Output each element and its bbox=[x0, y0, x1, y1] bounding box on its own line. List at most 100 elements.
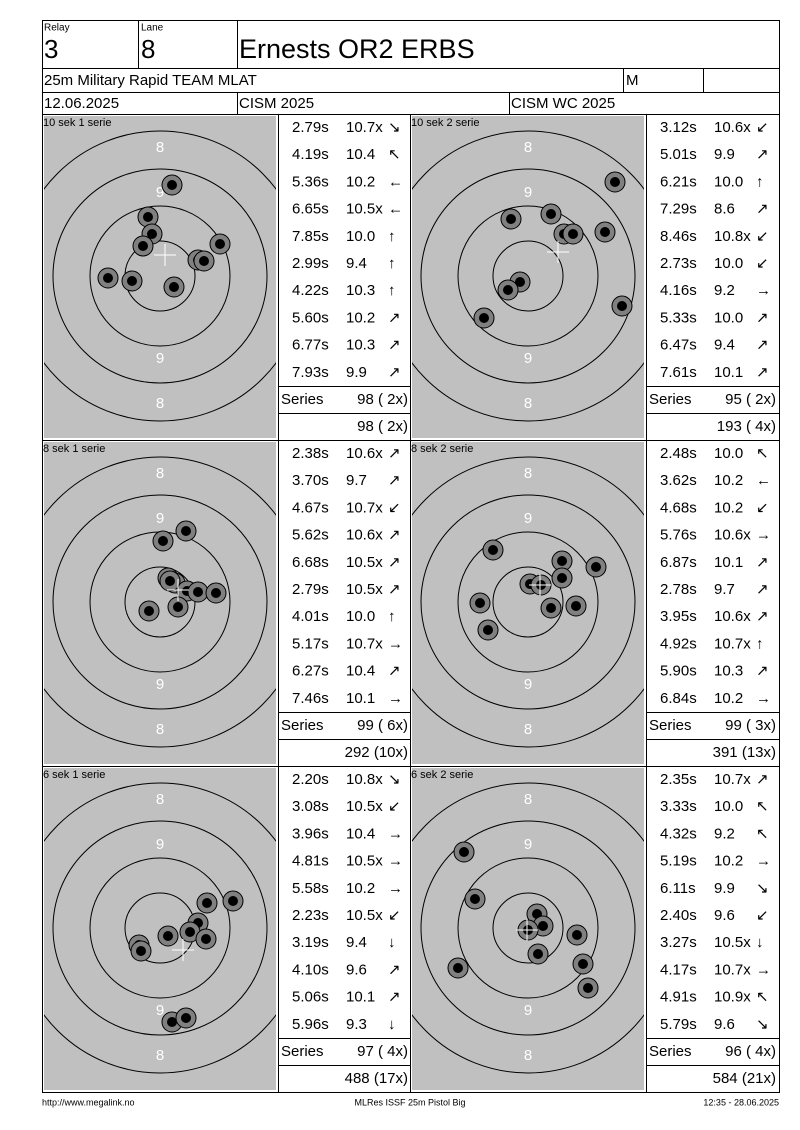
shot-time: 7.85s bbox=[292, 228, 329, 245]
shot-score: 9.2 bbox=[714, 825, 735, 842]
shot-score: 9.9 bbox=[714, 880, 735, 897]
shot-time: 4.92s bbox=[660, 635, 697, 652]
shot-score: 10.6x bbox=[714, 608, 751, 625]
shot-center bbox=[228, 896, 238, 906]
ring-label: 9 bbox=[156, 676, 164, 693]
ring-label: 9 bbox=[156, 836, 164, 853]
shot-center bbox=[557, 573, 567, 583]
shot-score: 10.9x bbox=[714, 989, 751, 1006]
event: 25m Military Rapid TEAM MLAT bbox=[44, 72, 257, 89]
shot-time: 4.22s bbox=[292, 282, 329, 299]
shot-time: 7.93s bbox=[292, 364, 329, 381]
shot-direction: → bbox=[388, 880, 403, 897]
shot-score: 9.7 bbox=[346, 472, 367, 489]
shot-time: 2.79s bbox=[292, 581, 329, 598]
shot-score: 9.9 bbox=[714, 146, 735, 163]
shot-direction: ↗ bbox=[756, 663, 769, 680]
shot-score: 10.7x bbox=[714, 635, 751, 652]
shot-direction: ↓ bbox=[756, 934, 764, 951]
shot-score: 10.2 bbox=[346, 880, 375, 897]
shot-time: 5.01s bbox=[660, 146, 697, 163]
shot-center bbox=[475, 598, 485, 608]
shot-score: 10.4 bbox=[346, 663, 375, 680]
shot-time: 3.95s bbox=[660, 608, 697, 625]
shot-center bbox=[201, 934, 211, 944]
target-ring bbox=[44, 456, 276, 748]
shot-score: 9.4 bbox=[346, 255, 367, 272]
shot-score: 9.6 bbox=[714, 907, 735, 924]
target-ring bbox=[457, 531, 599, 673]
shot-time: 3.12s bbox=[660, 119, 697, 136]
target-ring bbox=[457, 857, 599, 999]
ring-label: 8 bbox=[156, 465, 164, 482]
shot-time: 5.96s bbox=[292, 1016, 329, 1033]
shooter-name: Ernests OR2 ERBS bbox=[239, 34, 475, 64]
shot-score: 10.5x bbox=[714, 934, 751, 951]
match: CISM WC 2025 bbox=[511, 95, 615, 112]
shot-time: 7.29s bbox=[660, 201, 697, 218]
shot-center bbox=[546, 603, 556, 613]
shot-score: 10.4 bbox=[346, 146, 375, 163]
shot-score: 10.0 bbox=[714, 173, 743, 190]
shot-time: 4.32s bbox=[660, 825, 697, 842]
shot-score: 10.2 bbox=[714, 499, 743, 516]
shot-center bbox=[158, 536, 168, 546]
footer-url: http://www.megalink.no bbox=[42, 1097, 135, 1107]
shot-direction: ↗ bbox=[756, 771, 769, 788]
series-score: 98 ( 2x) bbox=[357, 391, 408, 408]
series-label: Series bbox=[649, 1043, 692, 1060]
ring-label: 8 bbox=[524, 1047, 532, 1064]
target-ring bbox=[44, 130, 276, 422]
running-total: 488 (17x) bbox=[345, 1070, 408, 1087]
shot-score: 9.2 bbox=[714, 282, 735, 299]
result-panel: 8 9 9 8 8 sek 1 serie 2.38s 10.6x ↗ 3.70s 9.7 ↗ 4.6… bbox=[43, 440, 411, 766]
series-label: Series bbox=[649, 391, 692, 408]
shot-time: 6.21s bbox=[660, 173, 697, 190]
shot-direction: ↖ bbox=[756, 989, 769, 1006]
shot-score: 10.7x bbox=[346, 499, 383, 516]
shot-time: 5.90s bbox=[660, 663, 697, 680]
shot-time: 7.46s bbox=[292, 690, 329, 707]
date: 12.06.2025 bbox=[44, 95, 119, 112]
shot-direction: ↙ bbox=[756, 255, 769, 272]
shot-time: 2.99s bbox=[292, 255, 329, 272]
shot-time: 6.65s bbox=[292, 201, 329, 218]
shot-time: 2.78s bbox=[660, 581, 697, 598]
target: 8 9 9 8 bbox=[412, 442, 644, 764]
series-score: 95 ( 2x) bbox=[725, 391, 776, 408]
target-ring bbox=[492, 240, 564, 312]
shot-center bbox=[185, 927, 195, 937]
target: 8 9 9 8 bbox=[44, 442, 276, 764]
shot-direction: ↓ bbox=[388, 1016, 396, 1033]
ring-label: 9 bbox=[524, 350, 532, 367]
shot-center bbox=[453, 963, 463, 973]
shot-score: 10.6x bbox=[714, 119, 751, 136]
shot-time: 5.76s bbox=[660, 527, 697, 544]
shot-direction: ↙ bbox=[388, 907, 401, 924]
shot-time: 5.17s bbox=[292, 635, 329, 652]
shot-center bbox=[610, 177, 620, 187]
ring-label: 8 bbox=[524, 791, 532, 808]
shot-center bbox=[143, 212, 153, 222]
shot-time: 5.19s bbox=[660, 853, 697, 870]
target: 8 9 9 8 bbox=[44, 768, 276, 1090]
shot-direction: ↗ bbox=[388, 961, 401, 978]
target-ring bbox=[492, 566, 564, 638]
shot-center bbox=[127, 276, 137, 286]
series-label: Series bbox=[649, 717, 692, 734]
series-score: 97 ( 4x) bbox=[357, 1043, 408, 1060]
shot-score: 9.3 bbox=[346, 1016, 367, 1033]
shot-center bbox=[503, 285, 513, 295]
shot-direction: ↑ bbox=[388, 282, 396, 299]
target-card bbox=[44, 768, 276, 1090]
shot-score: 10.2 bbox=[714, 690, 743, 707]
shot-direction: ↖ bbox=[756, 798, 769, 815]
shot-score: 10.2 bbox=[346, 173, 375, 190]
panel-title: 10 sek 2 serie bbox=[411, 117, 479, 129]
shot-time: 6.68s bbox=[292, 554, 329, 571]
target-ring bbox=[420, 494, 636, 710]
shot-center bbox=[215, 239, 225, 249]
shot-direction: ↗ bbox=[388, 364, 401, 381]
shot-direction: ↗ bbox=[756, 201, 769, 218]
